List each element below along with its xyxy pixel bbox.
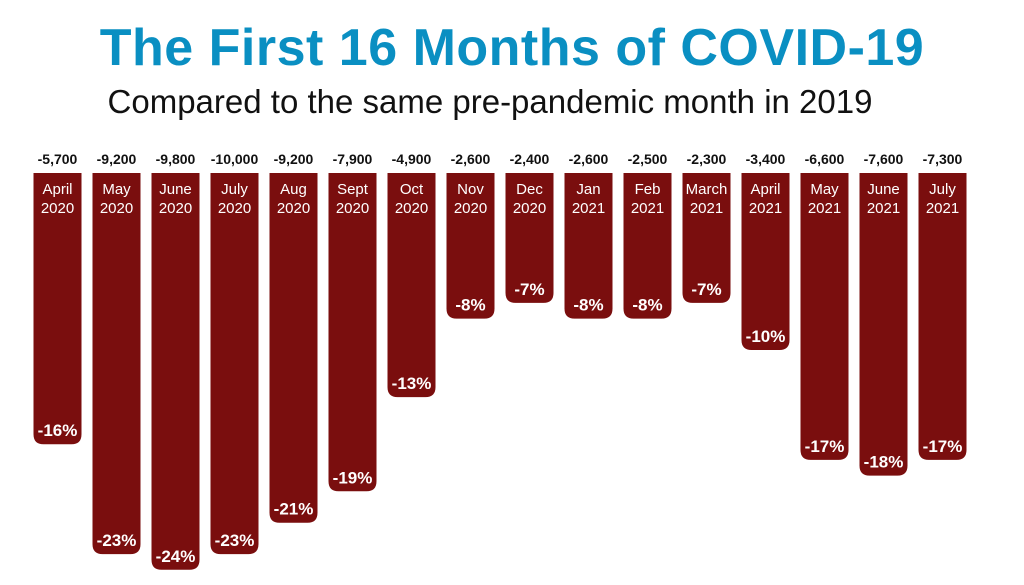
bar (151, 173, 200, 570)
change-label: -7,600 (864, 151, 904, 167)
change-label: -2,400 (510, 151, 550, 167)
chart-subtitle: Compared to the same pre-pandemic month … (107, 83, 873, 120)
month-label: Oct (400, 181, 424, 198)
chart-title: The First 16 Months of COVID-19 (99, 19, 925, 77)
month-label: Dec (516, 181, 543, 198)
change-label: -2,500 (628, 151, 668, 167)
year-label: 2020 (100, 200, 133, 217)
year-label: 2020 (159, 200, 192, 217)
percent-label: -7% (691, 280, 721, 299)
percent-label: -17% (805, 437, 845, 456)
change-label: -5,700 (38, 151, 78, 167)
percent-label: -19% (333, 468, 373, 487)
bar (92, 173, 141, 555)
change-label: -9,200 (97, 151, 137, 167)
percent-label: -23% (215, 531, 255, 550)
month-label: July (929, 181, 956, 198)
change-label: -9,200 (274, 151, 314, 167)
bar (859, 173, 908, 476)
year-label: 2021 (867, 200, 900, 217)
bar (800, 173, 849, 460)
percent-label: -23% (97, 531, 137, 550)
bar (623, 173, 672, 319)
year-label: 2020 (454, 200, 487, 217)
year-label: 2021 (749, 200, 782, 217)
bar (918, 173, 967, 460)
year-label: 2021 (690, 200, 723, 217)
bar (33, 173, 82, 445)
year-label: 2021 (631, 200, 664, 217)
change-label: -3,400 (746, 151, 786, 167)
bar (446, 173, 495, 319)
year-label: 2020 (277, 200, 310, 217)
month-label: April (42, 181, 72, 198)
month-label: May (102, 181, 131, 198)
year-label: 2020 (41, 200, 74, 217)
percent-label: -21% (274, 500, 314, 519)
percent-label: -8% (573, 296, 603, 315)
change-label: -2,600 (569, 151, 609, 167)
month-label: June (159, 181, 192, 198)
bar (210, 173, 259, 555)
percent-label: -16% (38, 421, 78, 440)
year-label: 2021 (572, 200, 605, 217)
percent-label: -8% (632, 296, 662, 315)
bar (682, 173, 731, 303)
year-label: 2020 (218, 200, 251, 217)
percent-label: -8% (455, 296, 485, 315)
percent-label: -7% (514, 280, 544, 299)
month-label: Feb (635, 181, 661, 198)
month-label: May (810, 181, 839, 198)
bar (387, 173, 436, 398)
month-label: Nov (457, 181, 484, 198)
year-label: 2020 (395, 200, 428, 217)
percent-label: -13% (392, 374, 432, 393)
bar (328, 173, 377, 492)
month-label: Jan (576, 181, 600, 198)
year-label: 2021 (926, 200, 959, 217)
month-label: Sept (337, 181, 369, 198)
bar (564, 173, 613, 319)
change-label: -9,800 (156, 151, 196, 167)
year-label: 2021 (808, 200, 841, 217)
year-label: 2020 (513, 200, 546, 217)
month-label: Aug (280, 181, 307, 198)
change-label: -4,900 (392, 151, 432, 167)
month-label: March (686, 181, 728, 198)
bar (269, 173, 318, 523)
change-label: -7,300 (923, 151, 963, 167)
month-label: June (867, 181, 900, 198)
change-label: -10,000 (211, 151, 259, 167)
month-label: July (221, 181, 248, 198)
year-label: 2020 (336, 200, 369, 217)
change-label: -2,300 (687, 151, 727, 167)
bar (741, 173, 790, 350)
bar (505, 173, 554, 303)
percent-label: -17% (923, 437, 963, 456)
change-label: -7,900 (333, 151, 373, 167)
change-label: -2,600 (451, 151, 491, 167)
month-label: April (750, 181, 780, 198)
percent-label: -10% (746, 327, 786, 346)
change-label: -6,600 (805, 151, 845, 167)
percent-label: -18% (864, 453, 904, 472)
percent-label: -24% (156, 547, 196, 566)
